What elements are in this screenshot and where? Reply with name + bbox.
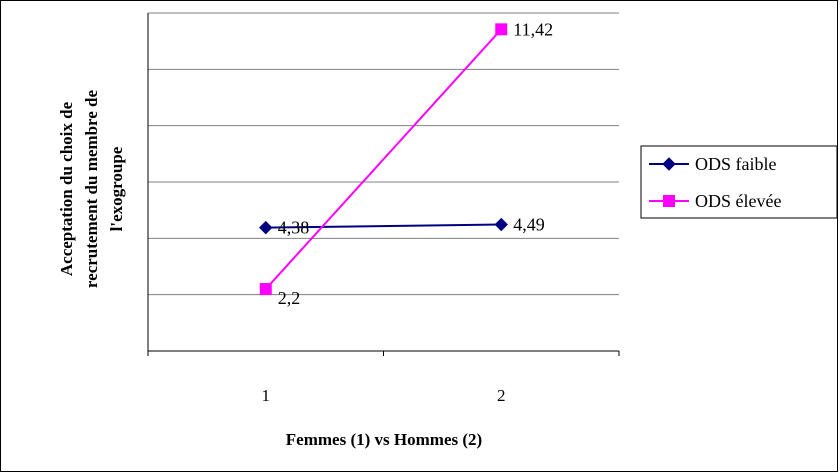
data-label: 4,38 <box>278 218 310 238</box>
data-point-marker <box>259 283 272 296</box>
legend-label: ODS élevée <box>695 191 781 211</box>
series-layer <box>259 23 508 296</box>
y-axis-title-line-2: recrutement du membre de <box>82 89 101 288</box>
y-axis-title: Acceptation du choix de recrutement du m… <box>57 89 126 288</box>
data-point-marker <box>259 220 273 235</box>
y-axis-title-line-3: l'exogroupe <box>107 146 126 231</box>
data-point-marker <box>494 217 508 232</box>
data-label: 11,42 <box>513 19 553 39</box>
x-tick-label: 2 <box>497 386 506 405</box>
x-tick-label: 1 <box>262 386 271 405</box>
data-point-marker <box>495 23 508 36</box>
y-axis-title-line-1: Acceptation du choix de <box>57 101 76 276</box>
series-line-2 <box>265 28 502 290</box>
data-labels: 4,38 4,49 2,2 11,42 <box>278 19 553 308</box>
x-axis-title: Femmes (1) vs Hommes (2) <box>286 430 482 449</box>
grid-layer <box>148 12 619 296</box>
legend-items: ODS faible ODS élevée <box>649 154 781 211</box>
data-label: 4,49 <box>513 215 545 235</box>
legend-marker <box>662 157 676 171</box>
legend-marker <box>663 195 675 207</box>
data-label: 2,2 <box>278 288 301 308</box>
legend-label: ODS faible <box>695 154 776 174</box>
legend: ODS faible ODS élevée <box>640 145 838 219</box>
series-line-1 <box>265 223 502 229</box>
